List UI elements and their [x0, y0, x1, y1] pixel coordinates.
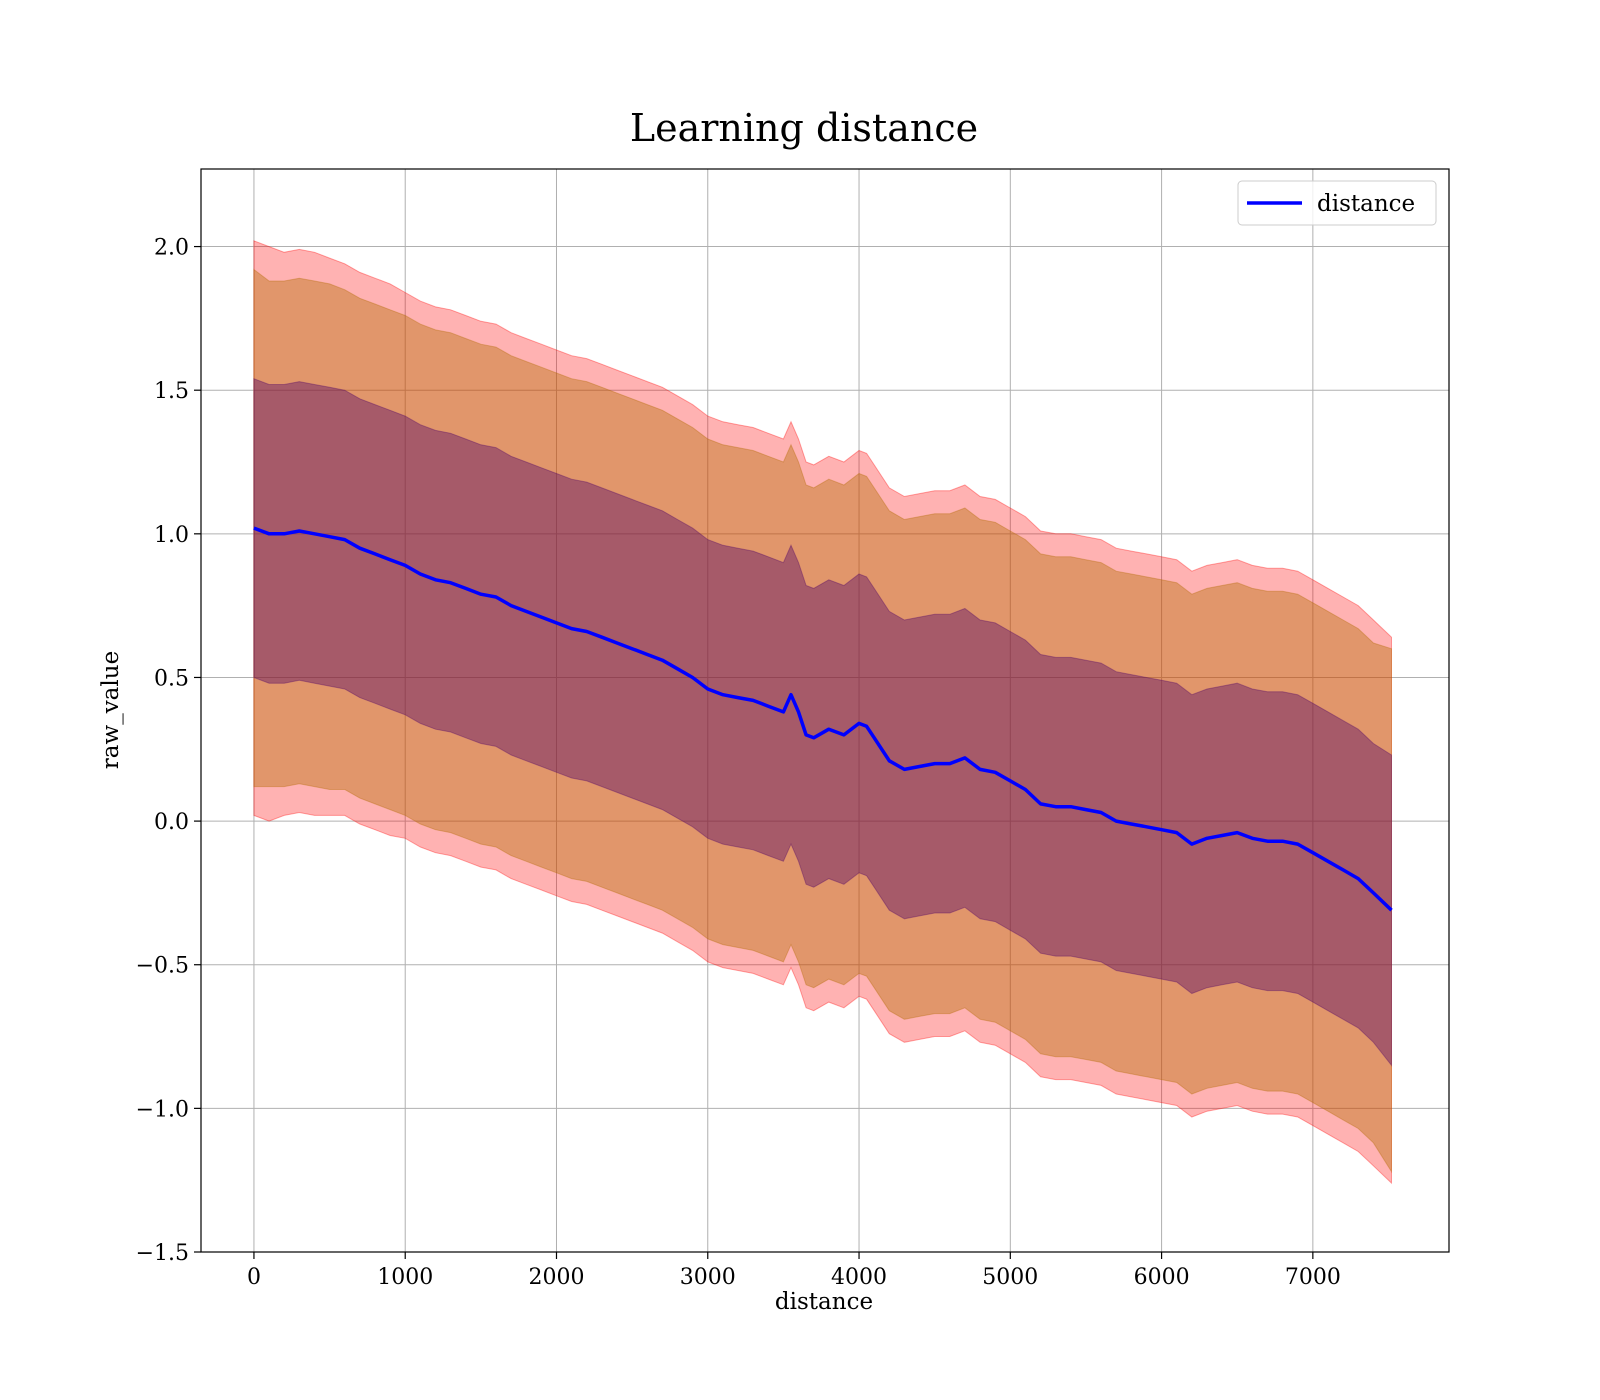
- legend-entry-distance: distance: [1317, 191, 1415, 217]
- inner-band: [253, 377, 1392, 1067]
- x-axis-label: distance: [775, 1289, 873, 1315]
- y-tick-label: −1.5: [136, 1241, 189, 1266]
- legend-box: [1237, 180, 1437, 226]
- x-tick-label: 0: [247, 1265, 261, 1290]
- x-tick-label: 5000: [982, 1265, 1038, 1290]
- x-tick-label: 4000: [831, 1265, 887, 1290]
- x-tick-label: 2000: [528, 1265, 584, 1290]
- y-tick-label: −0.5: [136, 954, 189, 979]
- y-tick-label: 0.0: [154, 810, 189, 835]
- middle-band: [253, 268, 1392, 1174]
- x-axis-ticks: 0 1000 2000 3000 4000 5000 6000 7000: [247, 1252, 1341, 1290]
- legend: distance: [1237, 180, 1437, 226]
- y-tick-label: 0.5: [154, 666, 189, 691]
- y-tick-label: 2.0: [154, 236, 189, 261]
- series-layer: [253, 526, 1393, 912]
- plot-frame: [200, 168, 1450, 1253]
- y-axis-label: raw_value: [98, 651, 124, 769]
- x-tick-label: 6000: [1134, 1265, 1190, 1290]
- outer-band: [253, 240, 1392, 1185]
- y-tick-label: −1.0: [136, 1097, 189, 1122]
- series-line-distance: [253, 526, 1393, 912]
- y-axis-ticks: −1.5 −1.0 −0.5 0.0 0.5 1.0 1.5 2.0: [136, 236, 201, 1266]
- y-tick-label: 1.0: [154, 523, 189, 548]
- x-tick-label: 1000: [377, 1265, 433, 1290]
- confidence-bands: [253, 240, 1392, 1185]
- x-tick-label: 7000: [1285, 1265, 1341, 1290]
- x-tick-label: 3000: [680, 1265, 736, 1290]
- y-tick-label: 1.5: [154, 379, 189, 404]
- chart-title: Learning distance: [630, 106, 978, 150]
